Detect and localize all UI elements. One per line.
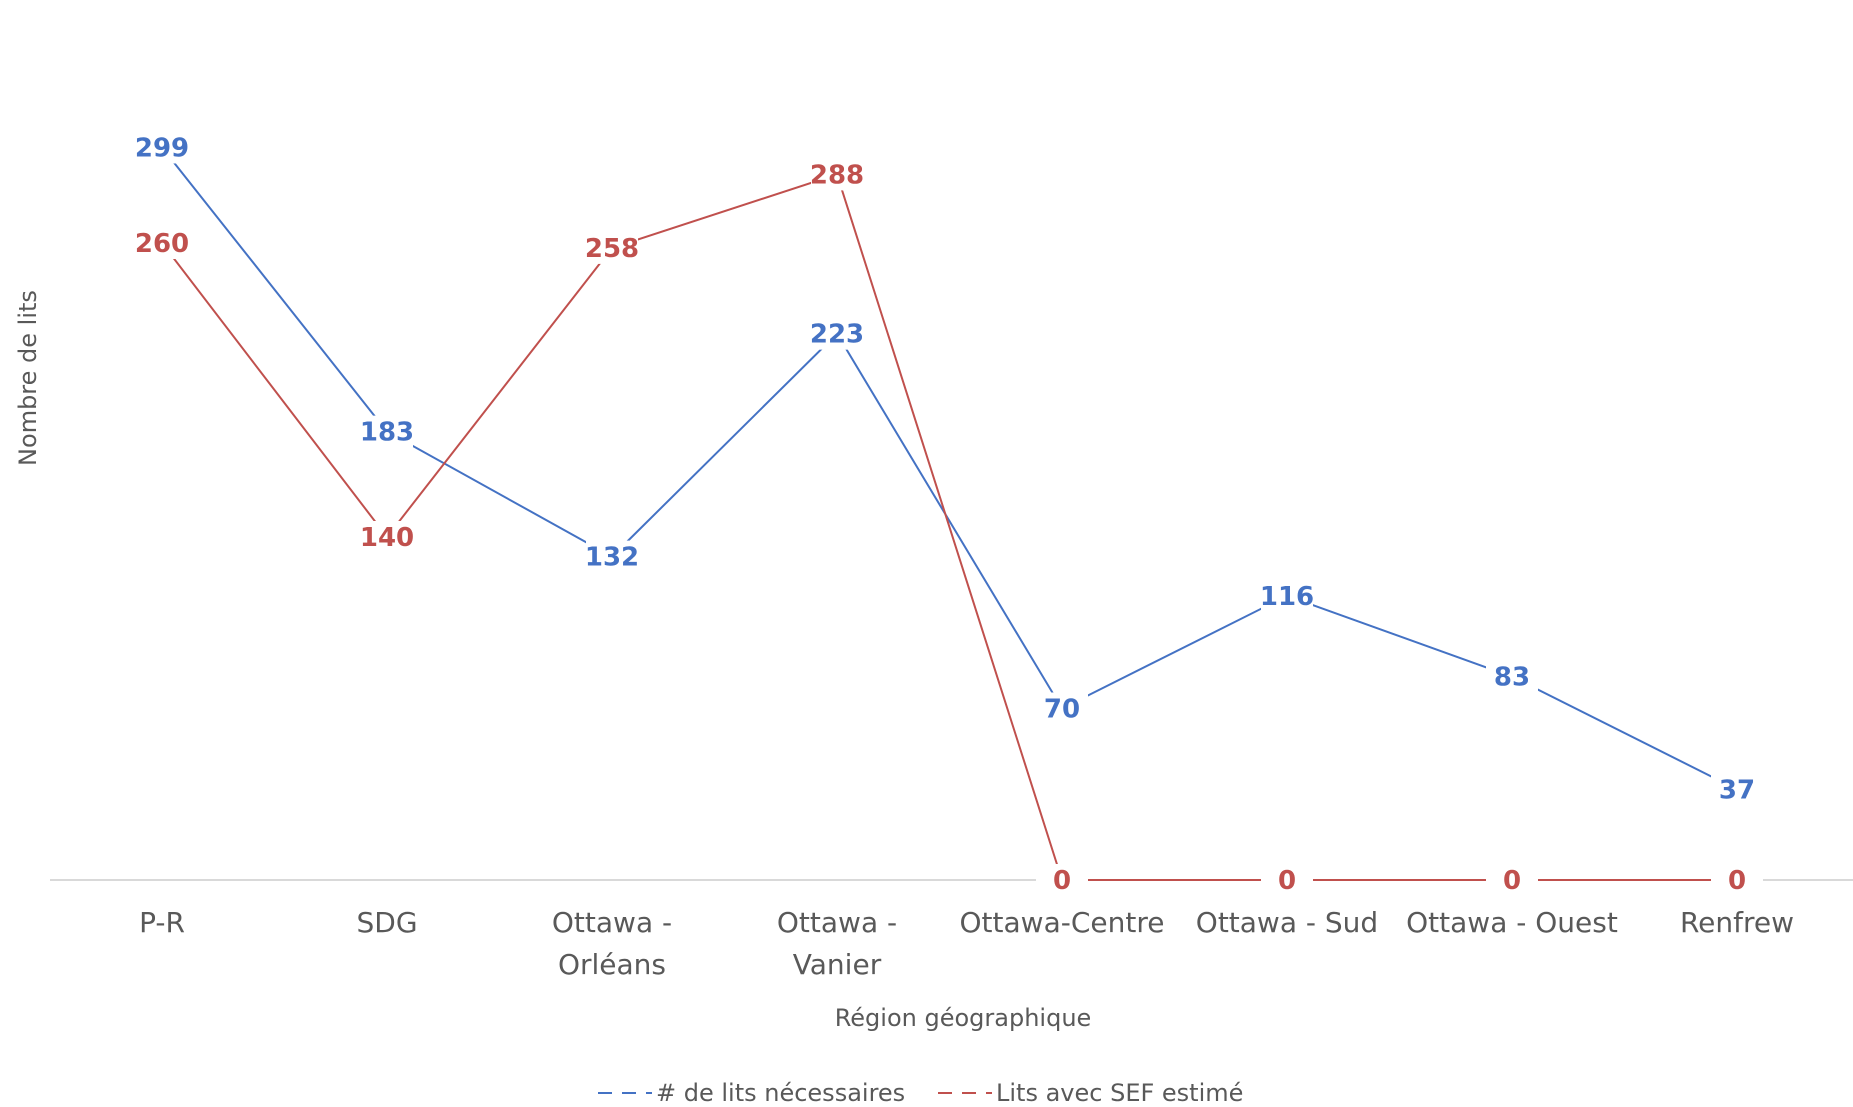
legend-label-2: Lits avec SEF estimé: [996, 1079, 1243, 1107]
data-label-bg: [811, 317, 863, 350]
data-label-bg: [1036, 692, 1088, 725]
data-label-bg: [136, 131, 188, 164]
data-labels-layer: 299 183 132 223 70 116 83 37 260 140 258 288 0 0 0 0: [135, 131, 1763, 896]
data-label-bg: [1261, 579, 1313, 612]
category-label-6: Ottawa - Sud: [1196, 906, 1378, 939]
data-label-1-6: 116: [1260, 582, 1314, 612]
series-layer: [161, 146, 1738, 881]
data-label-2-8: 0: [1728, 866, 1746, 896]
series-line-1: [161, 146, 1738, 791]
data-label-1-5: 70: [1044, 695, 1080, 725]
data-label-bg: [811, 158, 863, 191]
category-label-3: Ottawa -Orléans: [552, 906, 672, 981]
data-label-1-2: 183: [360, 418, 414, 448]
data-label-1-4: 223: [810, 320, 864, 350]
category-label-8: Renfrew: [1680, 906, 1794, 939]
data-label-bg: [1261, 864, 1313, 896]
data-label-2-6: 0: [1278, 866, 1296, 896]
data-label-bg: [1486, 660, 1538, 693]
x-axis-title: Région géographique: [835, 1004, 1092, 1032]
data-label-2-3: 258: [585, 234, 639, 264]
category-label-4: Ottawa -Vanier: [777, 906, 897, 981]
category-label-7: Ottawa - Ouest: [1406, 906, 1618, 939]
data-label-bg: [1711, 864, 1763, 896]
category-label-5: Ottawa-Centre: [960, 906, 1165, 939]
data-label-bg: [586, 540, 638, 573]
data-label-bg: [361, 415, 413, 448]
data-label-1-8: 37: [1719, 775, 1755, 805]
data-label-bg: [136, 227, 188, 259]
data-label-bg: [1711, 773, 1763, 806]
data-label-2-5: 0: [1053, 866, 1071, 896]
data-label-1-1: 299: [135, 133, 189, 163]
data-label-1-7: 83: [1494, 663, 1530, 693]
series-line-2: [161, 173, 1737, 881]
legend-label-1: # de lits nécessaires: [656, 1079, 905, 1107]
data-label-2-1: 260: [135, 229, 189, 259]
data-label-bg: [361, 521, 413, 553]
category-label-1: P-R: [139, 906, 185, 939]
y-axis-title: Nombre de lits: [14, 290, 42, 466]
data-label-bg: [1486, 864, 1538, 896]
data-label-2-7: 0: [1503, 866, 1521, 896]
data-label-bg: [1036, 864, 1088, 896]
category-label-2: SDG: [356, 906, 417, 939]
data-label-1-3: 132: [585, 543, 639, 573]
data-label-bg: [586, 231, 638, 264]
data-label-2-4: 288: [810, 160, 864, 190]
data-label-2-2: 140: [360, 523, 414, 553]
category-labels: P-R SDG Ottawa -Orléans Ottawa -Vanier Ottaw…: [139, 906, 1794, 981]
legend: # de lits nécessaires Lits avec SEF estim…: [598, 1079, 1243, 1107]
